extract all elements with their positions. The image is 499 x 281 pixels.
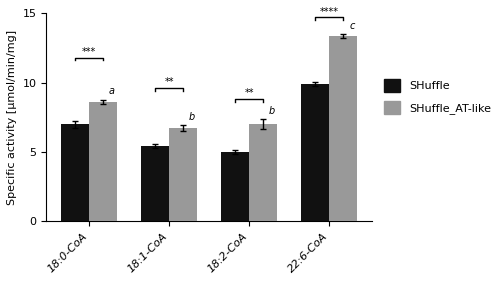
Text: **: ** [165,77,174,87]
Bar [329,36,357,221]
Bar [89,102,117,221]
Text: a: a [109,87,115,96]
Bar [61,124,89,221]
Bar [221,152,250,221]
Bar [141,146,169,221]
Text: c: c [349,21,354,31]
Text: ***: *** [82,47,96,57]
Bar [301,84,329,221]
Bar [169,128,197,221]
Text: b: b [269,106,275,116]
Y-axis label: Specific activity [μmol/min/mg]: Specific activity [μmol/min/mg] [7,30,17,205]
Legend: SHuffle, SHuffle_AT-like: SHuffle, SHuffle_AT-like [384,79,491,114]
Text: ****: **** [320,7,339,17]
Bar [250,124,277,221]
Text: b: b [189,112,195,122]
Text: **: ** [245,89,254,98]
